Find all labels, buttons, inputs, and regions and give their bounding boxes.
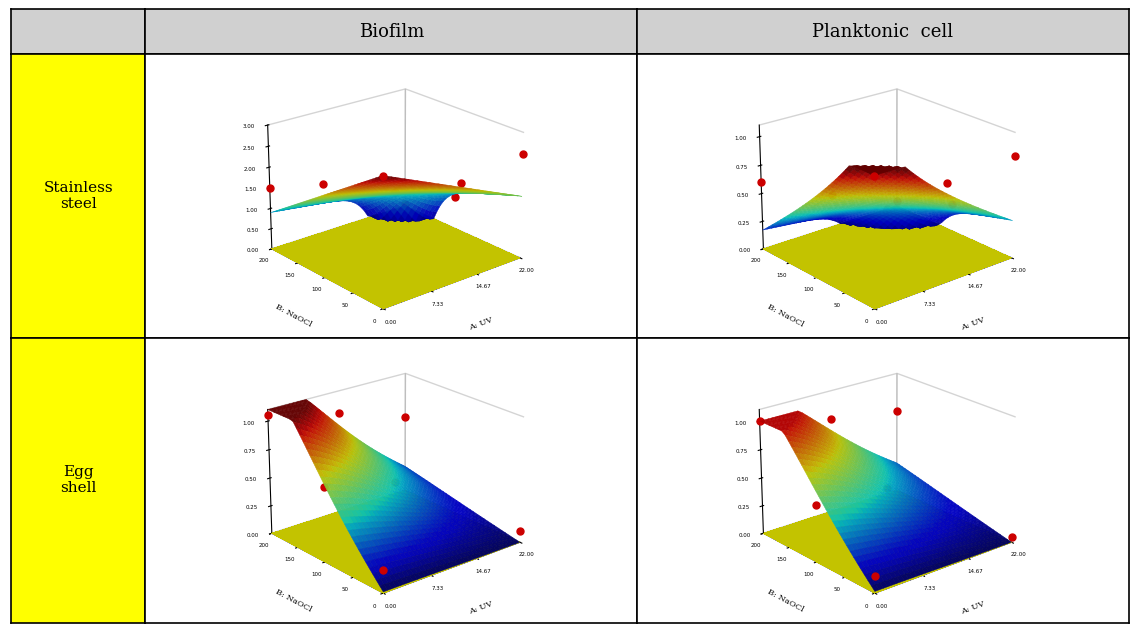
X-axis label: A: UV: A: UV: [960, 315, 985, 332]
Y-axis label: B: NaOCl: B: NaOCl: [274, 303, 314, 329]
Y-axis label: B: NaOCl: B: NaOCl: [766, 588, 805, 614]
Y-axis label: B: NaOCl: B: NaOCl: [766, 303, 805, 329]
X-axis label: A: UV: A: UV: [960, 600, 985, 616]
Text: Planktonic  cell: Planktonic cell: [813, 23, 953, 40]
Text: Egg
shell: Egg shell: [60, 465, 97, 495]
X-axis label: A: UV: A: UV: [469, 600, 494, 616]
Text: Biofilm: Biofilm: [359, 23, 424, 40]
Y-axis label: B: NaOCl: B: NaOCl: [274, 588, 314, 614]
X-axis label: A: UV: A: UV: [469, 315, 494, 332]
Text: Stainless
steel: Stainless steel: [43, 181, 113, 211]
